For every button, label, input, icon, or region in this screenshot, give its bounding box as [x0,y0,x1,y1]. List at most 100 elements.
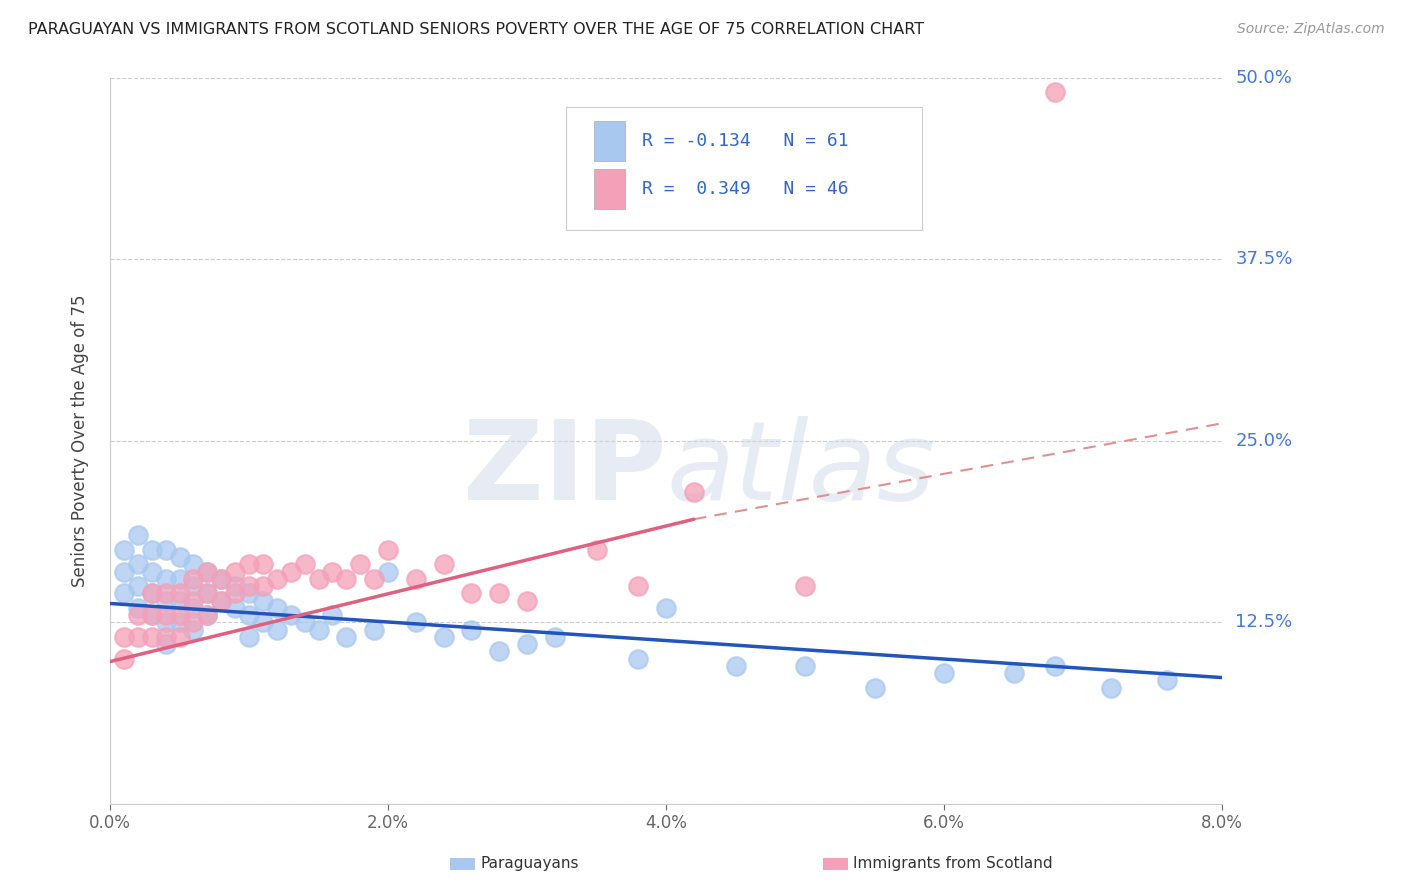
Point [294,558,316,572]
Text: R = -0.134   N = 61: R = -0.134 N = 61 [641,132,848,150]
Point [127,528,149,542]
Point [252,558,274,572]
Point [794,579,817,593]
Point [238,608,260,623]
Point [112,542,135,557]
Point [155,593,177,607]
Point [252,615,274,630]
Point [195,565,218,579]
Point [141,608,163,623]
Point [141,630,163,644]
Point [141,608,163,623]
Point [195,608,218,623]
Text: R =  0.349   N = 46: R = 0.349 N = 46 [641,179,848,198]
Point [112,651,135,665]
Text: 12.5%: 12.5% [1236,614,1292,632]
Point [724,659,747,673]
Point [683,484,706,499]
Point [224,579,246,593]
Point [238,586,260,600]
Text: PARAGUAYAN VS IMMIGRANTS FROM SCOTLAND SENIORS POVERTY OVER THE AGE OF 75 CORREL: PARAGUAYAN VS IMMIGRANTS FROM SCOTLAND S… [28,22,924,37]
Point [141,586,163,600]
Point [155,572,177,586]
Point [627,579,650,593]
Point [155,608,177,623]
Point [863,681,886,695]
Point [112,586,135,600]
Text: 25.0%: 25.0% [1236,432,1292,450]
Point [252,579,274,593]
Point [195,608,218,623]
Point [169,593,191,607]
Point [266,600,288,615]
Point [141,542,163,557]
Point [1045,659,1067,673]
Point [155,630,177,644]
Point [516,637,538,651]
Y-axis label: Seniors Poverty Over the Age of 75: Seniors Poverty Over the Age of 75 [72,294,89,587]
Point [169,586,191,600]
Point [460,623,482,637]
Text: atlas: atlas [666,417,935,524]
Text: 37.5%: 37.5% [1236,250,1294,268]
Point [308,623,330,637]
Point [127,608,149,623]
Point [433,630,456,644]
Point [335,572,357,586]
Point [224,600,246,615]
Point [183,623,205,637]
Point [183,600,205,615]
Point [488,644,510,658]
Point [209,572,232,586]
Point [1045,85,1067,99]
Point [238,579,260,593]
Point [794,659,817,673]
Point [127,558,149,572]
Point [544,630,567,644]
Point [308,572,330,586]
FancyBboxPatch shape [567,106,922,230]
Point [1002,666,1025,681]
Point [183,579,205,593]
Point [183,615,205,630]
Point [377,542,399,557]
Point [405,572,427,586]
Point [363,623,385,637]
Point [169,608,191,623]
Point [195,565,218,579]
Point [349,558,371,572]
Point [141,586,163,600]
Point [266,623,288,637]
Point [169,630,191,644]
Point [238,630,260,644]
Text: 50.0%: 50.0% [1236,69,1292,87]
Point [280,608,302,623]
Point [195,586,218,600]
Point [627,651,650,665]
Point [280,565,302,579]
Text: ZIP: ZIP [463,417,666,524]
Point [209,593,232,607]
Point [516,593,538,607]
Point [183,558,205,572]
Point [224,586,246,600]
Point [488,586,510,600]
Point [155,637,177,651]
Text: Paraguayans: Paraguayans [481,856,579,871]
Point [460,586,482,600]
Point [112,565,135,579]
Point [294,615,316,630]
Point [266,572,288,586]
Point [377,565,399,579]
Point [127,630,149,644]
Point [183,593,205,607]
Point [155,542,177,557]
FancyBboxPatch shape [593,120,624,161]
Point [169,549,191,564]
Point [155,586,177,600]
Point [252,593,274,607]
Point [183,572,205,586]
Point [169,572,191,586]
Point [238,558,260,572]
Point [321,565,343,579]
